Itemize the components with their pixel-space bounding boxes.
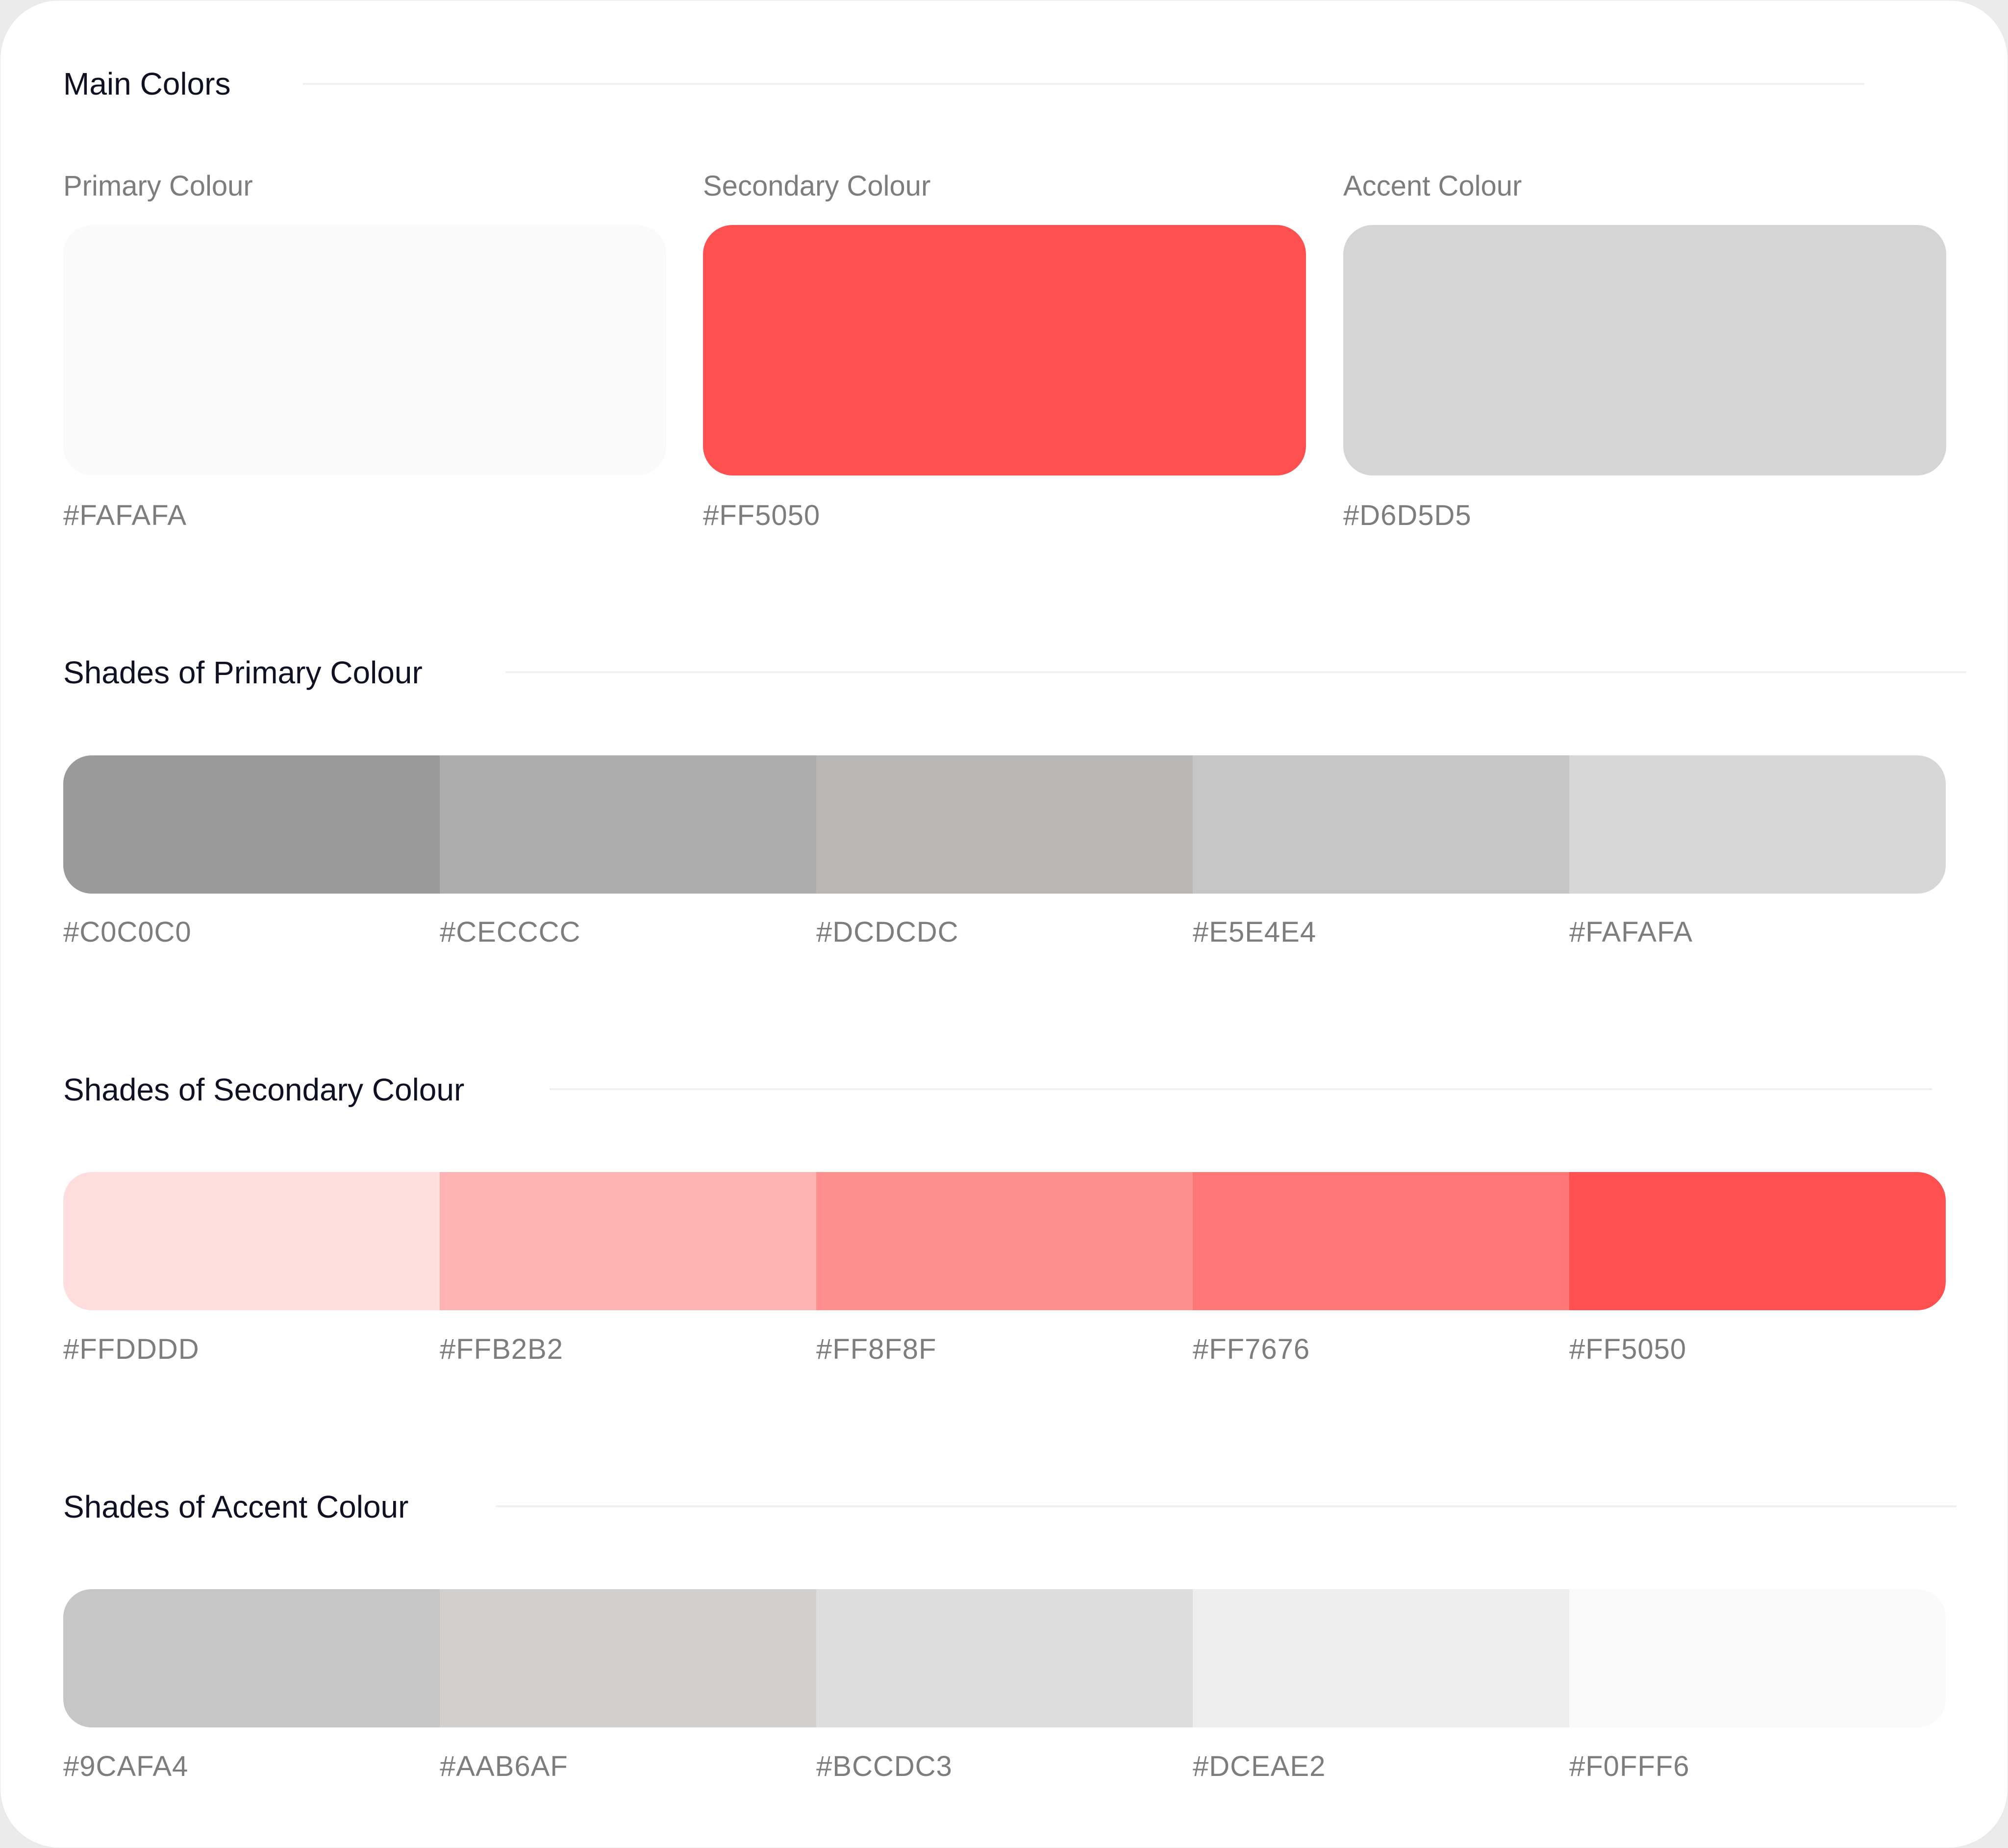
primary-colour-hex: #FAFAFA (63, 499, 187, 531)
accent-shade-hex: #AAB6AF (440, 1750, 568, 1782)
section-divider (550, 1088, 1932, 1090)
primary-shade-hex: #DCDCDC (816, 916, 959, 948)
primary-shade-swatch[interactable] (63, 755, 440, 894)
secondary-shade-swatch[interactable] (1193, 1172, 1569, 1310)
secondary-shades-strip (63, 1172, 1946, 1310)
accent-shade-swatch[interactable] (1193, 1589, 1569, 1727)
accent-shades-title: Shades of Accent Colour (63, 1489, 409, 1524)
secondary-colour-label: Secondary Colour (703, 170, 931, 202)
primary-shade-swatch[interactable] (816, 755, 1193, 894)
secondary-shade-hex: #FFDDDD (63, 1333, 200, 1365)
secondary-shade-swatch[interactable] (1569, 1172, 1946, 1310)
secondary-shade-swatch[interactable] (816, 1172, 1193, 1310)
main-colors-title: Main Colors (63, 66, 231, 101)
primary-shade-swatch[interactable] (1193, 755, 1569, 894)
secondary-shade-hex: #FFB2B2 (440, 1333, 563, 1365)
primary-shades-strip (63, 755, 1946, 894)
accent-shade-swatch[interactable] (63, 1589, 440, 1727)
primary-shade-hex: #C0C0C0 (63, 916, 192, 948)
section-divider (496, 1505, 1957, 1507)
primary-shade-hex: #E5E4E4 (1193, 916, 1317, 948)
accent-colour-label: Accent Colour (1343, 170, 1522, 202)
secondary-shade-hex: #FF8F8F (816, 1333, 937, 1365)
secondary-colour-hex: #FF5050 (703, 499, 821, 531)
secondary-colour-swatch[interactable] (703, 225, 1306, 475)
primary-shade-swatch[interactable] (1569, 755, 1946, 894)
accent-shades-strip (63, 1589, 1946, 1727)
section-divider (303, 83, 1864, 85)
accent-shade-hex: #BCCDC3 (816, 1750, 953, 1782)
accent-shade-hex: #9CAFA4 (63, 1750, 189, 1782)
secondary-shades-title: Shades of Secondary Colour (63, 1072, 465, 1107)
section-divider (505, 671, 1966, 673)
accent-colour-hex: #D6D5D5 (1343, 499, 1472, 531)
secondary-shade-hex: #FF7676 (1193, 1333, 1310, 1365)
primary-colour-swatch[interactable] (63, 225, 666, 475)
accent-shade-hex: #DCEAE2 (1193, 1750, 1326, 1782)
accent-shade-swatch[interactable] (440, 1589, 816, 1727)
secondary-shade-swatch[interactable] (63, 1172, 440, 1310)
primary-shade-hex: #CECCCC (440, 916, 581, 948)
primary-shade-swatch[interactable] (440, 755, 816, 894)
accent-shade-swatch[interactable] (816, 1589, 1193, 1727)
secondary-shade-hex: #FF5050 (1569, 1333, 1687, 1365)
primary-colour-label: Primary Colour (63, 170, 253, 202)
accent-shade-hex: #F0FFF6 (1569, 1750, 1690, 1782)
secondary-shade-swatch[interactable] (440, 1172, 816, 1310)
accent-colour-swatch[interactable] (1343, 225, 1946, 475)
primary-shade-hex: #FAFAFA (1569, 916, 1693, 948)
accent-shade-swatch[interactable] (1569, 1589, 1946, 1727)
primary-shades-title: Shades of Primary Colour (63, 655, 423, 690)
